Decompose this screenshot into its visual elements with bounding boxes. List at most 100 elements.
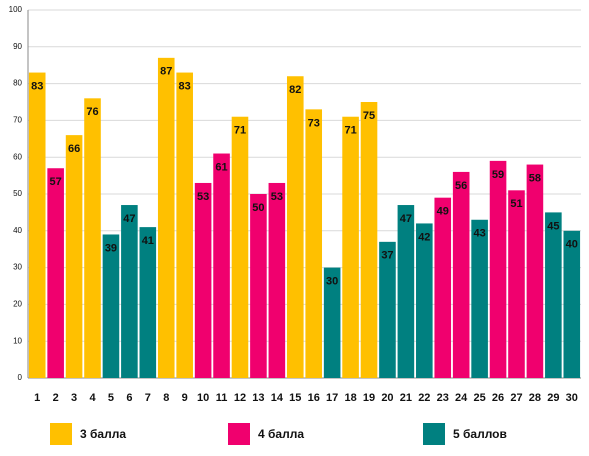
x-tick-label: 20 (381, 392, 393, 404)
bar (471, 219, 488, 378)
x-tick-label: 25 (473, 392, 485, 404)
x-tick-label: 21 (400, 392, 412, 404)
bar (323, 267, 341, 378)
bar (231, 116, 249, 378)
value-label: 50 (252, 202, 264, 214)
value-label: 30 (326, 276, 338, 288)
x-tick-label: 8 (163, 392, 169, 404)
value-label: 56 (455, 180, 467, 192)
bar (213, 153, 230, 378)
value-label: 53 (197, 191, 209, 203)
value-label: 39 (105, 242, 117, 254)
bar (452, 171, 470, 378)
x-tick-label: 9 (182, 392, 188, 404)
x-tick-label: 10 (197, 392, 209, 404)
value-label: 71 (344, 125, 356, 137)
y-tick-label: 90 (13, 42, 22, 51)
value-label: 53 (271, 191, 283, 203)
bar (545, 212, 562, 378)
value-label: 83 (31, 80, 43, 92)
bar (305, 109, 323, 379)
x-tick-label: 19 (363, 392, 375, 404)
x-tick-label: 17 (326, 392, 338, 404)
bar (157, 57, 175, 379)
x-tick-label: 22 (418, 392, 430, 404)
legend-swatch (228, 423, 250, 445)
bar (194, 182, 212, 378)
value-label: 47 (123, 213, 135, 225)
bar (268, 182, 286, 378)
x-tick-label: 13 (252, 392, 264, 404)
legend-swatch (423, 423, 445, 445)
bar (102, 234, 120, 378)
x-tick-label: 14 (271, 392, 284, 404)
x-tick-label: 30 (566, 392, 578, 404)
y-tick-label: 80 (13, 79, 22, 88)
legend-label: 4 балла (258, 427, 304, 441)
legend-label: 3 балла (80, 427, 126, 441)
value-label: 76 (86, 106, 98, 118)
bar (47, 168, 64, 378)
value-label: 87 (160, 66, 172, 78)
x-tick-label: 26 (492, 392, 504, 404)
x-tick-label: 27 (510, 392, 522, 404)
y-tick-label: 70 (13, 116, 22, 125)
bar (508, 190, 525, 378)
value-label: 59 (492, 169, 504, 181)
value-label: 58 (529, 172, 541, 184)
bar (434, 197, 452, 378)
bar (563, 230, 581, 378)
bar (526, 164, 544, 378)
bar (28, 72, 46, 378)
bar (84, 98, 101, 378)
bar (379, 241, 396, 378)
value-label: 42 (418, 231, 430, 243)
value-label: 71 (234, 125, 246, 137)
value-label: 45 (547, 220, 559, 232)
y-tick-label: 100 (9, 5, 23, 14)
bar (489, 160, 507, 378)
value-label: 83 (179, 80, 191, 92)
bar (176, 72, 193, 378)
y-tick-label: 0 (18, 373, 23, 382)
legend-label: 5 баллов (453, 427, 507, 441)
value-label: 51 (510, 198, 522, 210)
value-label: 40 (566, 239, 578, 251)
x-tick-label: 24 (455, 392, 468, 404)
legend-swatch (50, 423, 72, 445)
x-tick-label: 15 (289, 392, 301, 404)
x-tick-label: 3 (71, 392, 77, 404)
value-label: 41 (142, 235, 154, 247)
value-label: 82 (289, 84, 301, 96)
y-tick-label: 10 (13, 336, 22, 345)
bar (286, 76, 304, 379)
bar (121, 205, 138, 378)
value-label: 61 (215, 161, 227, 173)
value-label: 73 (308, 117, 320, 129)
x-tick-label: 11 (216, 392, 228, 404)
bar (397, 205, 415, 378)
x-tick-label: 5 (108, 392, 114, 404)
bar (139, 227, 157, 378)
bar (360, 102, 378, 378)
bar (250, 194, 267, 378)
value-label: 47 (400, 213, 412, 225)
bar (65, 135, 83, 378)
x-tick-label: 12 (234, 392, 246, 404)
value-label: 43 (473, 228, 485, 240)
value-label: 66 (68, 143, 80, 155)
value-label: 37 (381, 250, 393, 262)
x-tick-label: 18 (344, 392, 356, 404)
x-tick-label: 4 (89, 392, 96, 404)
x-tick-label: 6 (126, 392, 132, 404)
y-tick-label: 40 (13, 226, 22, 235)
x-tick-label: 2 (53, 392, 59, 404)
x-tick-label: 16 (308, 392, 320, 404)
x-tick-label: 29 (547, 392, 559, 404)
x-tick-label: 23 (437, 392, 449, 404)
x-tick-label: 1 (34, 392, 40, 404)
value-label: 49 (437, 206, 449, 218)
value-label: 75 (363, 110, 375, 122)
x-tick-label: 28 (529, 392, 541, 404)
